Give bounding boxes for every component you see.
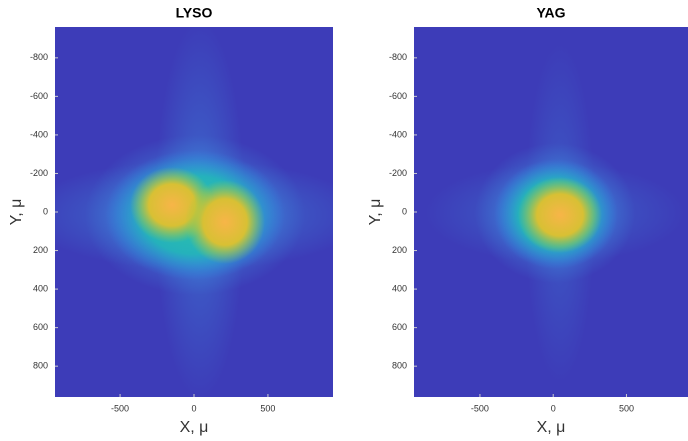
y-tick-label: 200 xyxy=(33,245,48,255)
panel: YAG X, μ Y, μ -500 0 500 -800 -600 -400 -200 0 200 4… xyxy=(367,5,688,436)
x-tick-label: 0 xyxy=(551,403,556,413)
y-tick-label: 800 xyxy=(392,361,407,371)
y-tick-label: -600 xyxy=(389,91,407,101)
y-tick-label: -400 xyxy=(389,129,407,139)
y-tick-label: -800 xyxy=(30,52,48,62)
x-tick-label: 500 xyxy=(619,403,634,413)
y-axis-label: Y, μ xyxy=(367,199,384,226)
chart-title: YAG xyxy=(536,5,565,21)
y-tick-label: -200 xyxy=(30,168,48,178)
y-tick-label: 200 xyxy=(392,245,407,255)
y-tick-label: 0 xyxy=(402,206,407,216)
x-tick-label: 0 xyxy=(191,403,196,413)
panel: LYSO X, μ Y, μ -500 0 500 -800 -600 -400 -200 0 200… xyxy=(8,5,333,436)
y-tick-label: 0 xyxy=(43,206,48,216)
y-tick-label: 800 xyxy=(33,361,48,371)
y-tick-label: -800 xyxy=(389,52,407,62)
y-axis-label: Y, μ xyxy=(8,199,25,226)
x-axis-label: X, μ xyxy=(180,419,209,436)
y-tick-label: 400 xyxy=(392,283,407,293)
x-axis-label: X, μ xyxy=(537,419,566,436)
beam-image xyxy=(414,27,688,397)
y-tick-label: -600 xyxy=(30,91,48,101)
y-tick-label: 600 xyxy=(392,322,407,332)
x-tick-label: -500 xyxy=(471,403,489,413)
y-tick-label: 400 xyxy=(33,283,48,293)
chart-title: LYSO xyxy=(176,5,213,21)
y-tick-label: 600 xyxy=(33,322,48,332)
y-tick-label: -200 xyxy=(389,168,407,178)
y-tick-label: -400 xyxy=(30,129,48,139)
x-tick-label: 500 xyxy=(260,403,275,413)
x-tick-label: -500 xyxy=(111,403,129,413)
beam-image xyxy=(55,27,333,397)
